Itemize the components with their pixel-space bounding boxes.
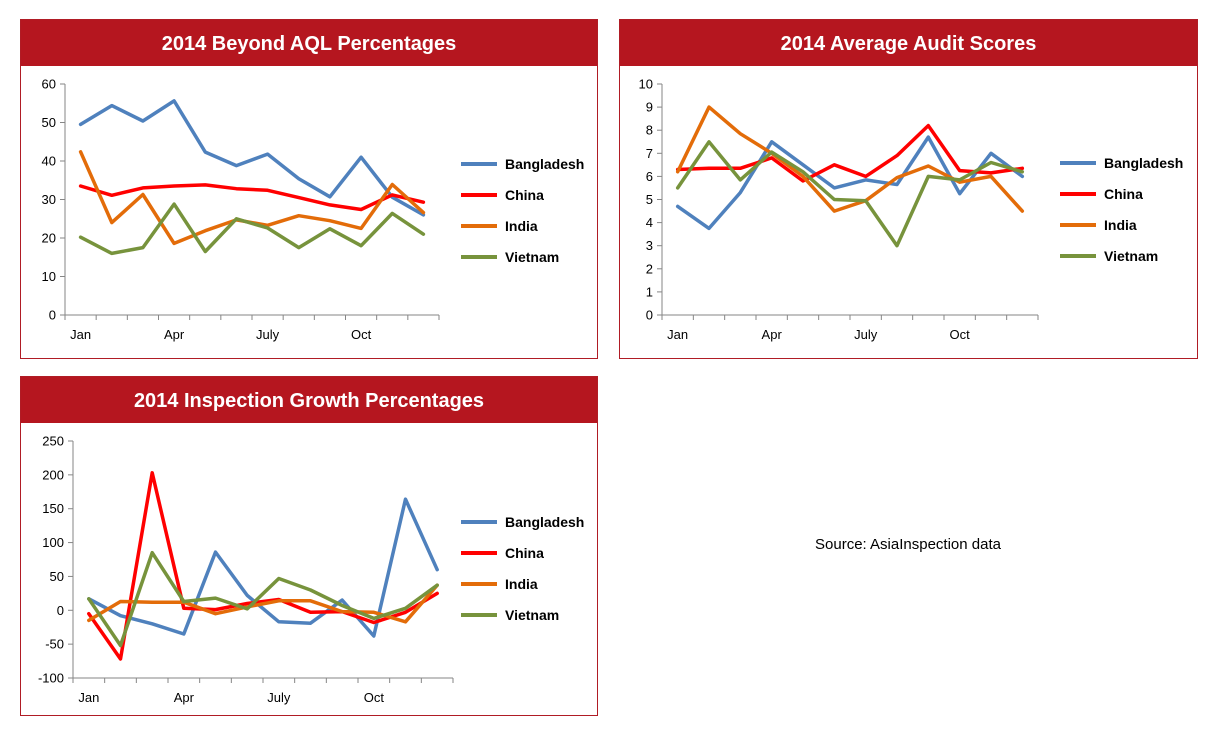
y-tick-label: 2 xyxy=(646,261,653,276)
x-tick-label: Apr xyxy=(762,327,783,342)
panel-aql: 2014 Beyond AQL Percentages 0 10 20 30 40 50 6… xyxy=(20,19,598,359)
y-tick-label: 60 xyxy=(42,77,56,92)
y-tick-label: 30 xyxy=(42,192,56,207)
chart-title: 2014 Inspection Growth Percentages xyxy=(21,377,597,423)
legend-label: Bangladesh xyxy=(505,514,584,530)
y-tick-label: 5 xyxy=(646,192,653,207)
y-tick-label: 6 xyxy=(646,169,653,184)
series-line-india xyxy=(675,105,1025,213)
y-tick-label: 50 xyxy=(42,115,56,130)
y-tick-label: 8 xyxy=(646,123,653,138)
series-line-bangladesh xyxy=(78,99,426,217)
y-tick-label: 150 xyxy=(42,501,64,516)
legend-label: China xyxy=(1104,186,1143,202)
legend-label: India xyxy=(1104,217,1137,233)
chart-aql: 0 10 20 30 40 50 60 Jan Apr July Oct Bangladesh Chin… xyxy=(42,77,585,343)
y-tick-label: 0 xyxy=(57,603,64,618)
y-tick-label: 10 xyxy=(42,269,56,284)
legend-label: India xyxy=(505,218,538,234)
y-tick-label: 7 xyxy=(646,146,653,161)
x-tick-label: Jan xyxy=(70,327,91,342)
chart-audit: 0 1 2 3 4 5 6 7 8 9 10 Jan Apr July Oct Bangladesh China… xyxy=(639,77,1184,343)
source-note: Source: AsiaInspection data xyxy=(815,536,1001,553)
y-tick-label: 9 xyxy=(646,100,653,115)
panel-audit: 2014 Average Audit Scores 0 1 2 3 4 5 6 7 8 9 10 Ja… xyxy=(619,19,1198,359)
series-line-vietnam xyxy=(87,550,439,648)
y-tick-label: -100 xyxy=(38,671,64,686)
panel-growth: 2014 Inspection Growth Percentages -100-… xyxy=(20,376,598,716)
series-line-vietnam xyxy=(675,140,1025,248)
x-tick-label: Oct xyxy=(364,690,385,705)
y-tick-label: 200 xyxy=(42,467,64,482)
x-tick-label: Oct xyxy=(950,327,971,342)
chart-title: 2014 Beyond AQL Percentages xyxy=(21,20,597,66)
legend-label: Vietnam xyxy=(1104,248,1158,264)
legend-label: Vietnam xyxy=(505,249,559,265)
y-tick-label: 3 xyxy=(646,238,653,253)
y-tick-label: 250 xyxy=(42,434,64,449)
x-tick-label: July xyxy=(854,327,878,342)
x-tick-label: Apr xyxy=(164,327,185,342)
legend-label: China xyxy=(505,187,544,203)
y-tick-label: 20 xyxy=(42,231,56,246)
series-line-vietnam xyxy=(78,202,426,256)
chart-title: 2014 Average Audit Scores xyxy=(620,20,1197,66)
y-tick-label: 1 xyxy=(646,284,653,299)
x-tick-label: Jan xyxy=(78,690,99,705)
y-tick-label: 0 xyxy=(49,308,56,323)
y-tick-label: -50 xyxy=(45,637,64,652)
legend-label: China xyxy=(505,545,544,561)
legend-label: India xyxy=(505,576,538,592)
series-line-china xyxy=(78,183,426,212)
y-tick-label: 40 xyxy=(42,154,56,169)
y-tick-label: 50 xyxy=(50,569,64,584)
x-tick-label: Apr xyxy=(174,690,195,705)
series-line-india xyxy=(78,150,426,246)
chart-growth: -100 -50 0 50 100 150 200 250 Jan Apr July Oct Bangl… xyxy=(38,434,584,706)
series-line-bangladesh xyxy=(675,135,1025,231)
series-line-china xyxy=(87,471,439,661)
legend-label: Vietnam xyxy=(505,607,559,623)
x-tick-label: July xyxy=(256,327,280,342)
y-tick-label: 4 xyxy=(646,215,653,230)
x-tick-label: July xyxy=(267,690,291,705)
x-tick-label: Jan xyxy=(667,327,688,342)
series-line-china xyxy=(675,123,1025,183)
series-line-india xyxy=(87,583,439,624)
y-tick-label: 0 xyxy=(646,308,653,323)
y-tick-label: 100 xyxy=(42,535,64,550)
legend-label: Bangladesh xyxy=(1104,155,1183,171)
legend-label: Bangladesh xyxy=(505,156,584,172)
y-tick-label: 10 xyxy=(639,77,653,92)
x-tick-label: Oct xyxy=(351,327,372,342)
